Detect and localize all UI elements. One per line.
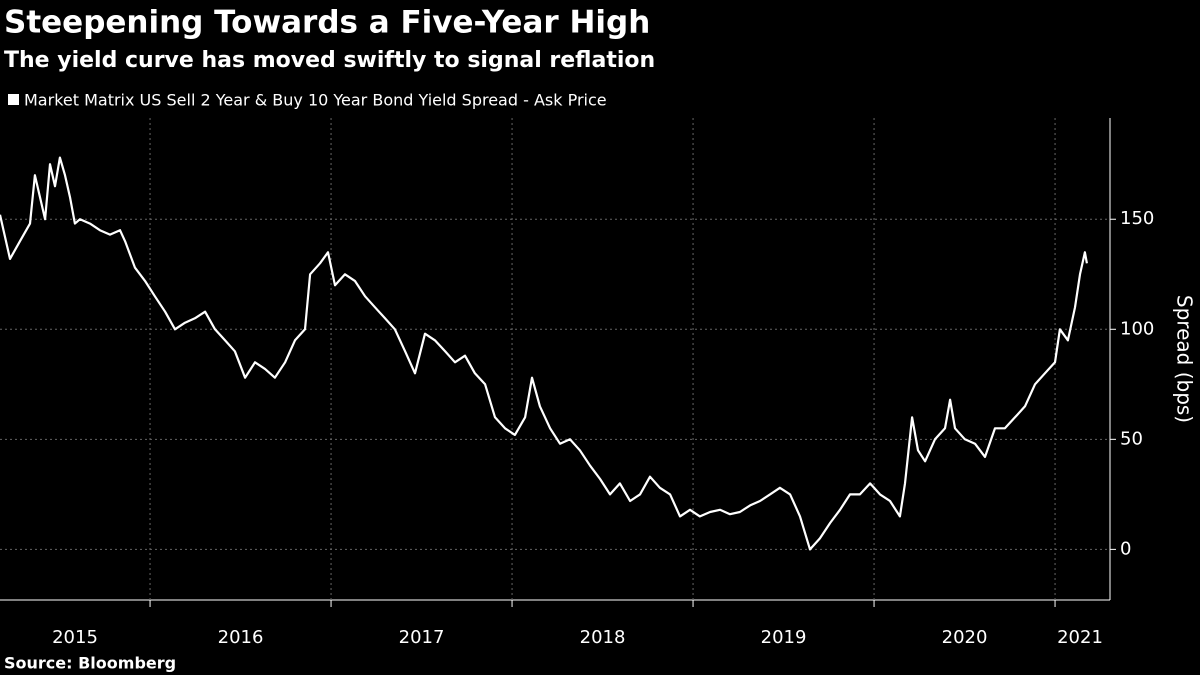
chart-title: Steepening Towards a Five-Year High [4, 5, 650, 41]
legend-swatch [8, 94, 19, 105]
line-series [0, 156, 1088, 551]
x-tick-label: 2015 [52, 627, 98, 648]
legend-label: Market Matrix US Sell 2 Year & Buy 10 Ye… [24, 91, 607, 110]
y-tick-label: 150 [1120, 208, 1154, 229]
y-tick-label: 0 [1120, 538, 1131, 559]
x-tick-label: 2019 [761, 627, 807, 648]
y-tick-label: 50 [1120, 428, 1143, 449]
x-tick-label: 2020 [942, 627, 988, 648]
x-tick-label: 2021 [1057, 627, 1103, 648]
chart-subtitle: The yield curve has moved swiftly to sig… [4, 48, 655, 73]
y-tick-label: 100 [1120, 318, 1154, 339]
y-axis-label: Spread (bps) [1173, 295, 1197, 423]
x-tick-label: 2018 [580, 627, 626, 648]
x-tick-label: 2017 [399, 627, 445, 648]
source: Source: Bloomberg [4, 654, 176, 673]
x-tick-label: 2016 [218, 627, 264, 648]
